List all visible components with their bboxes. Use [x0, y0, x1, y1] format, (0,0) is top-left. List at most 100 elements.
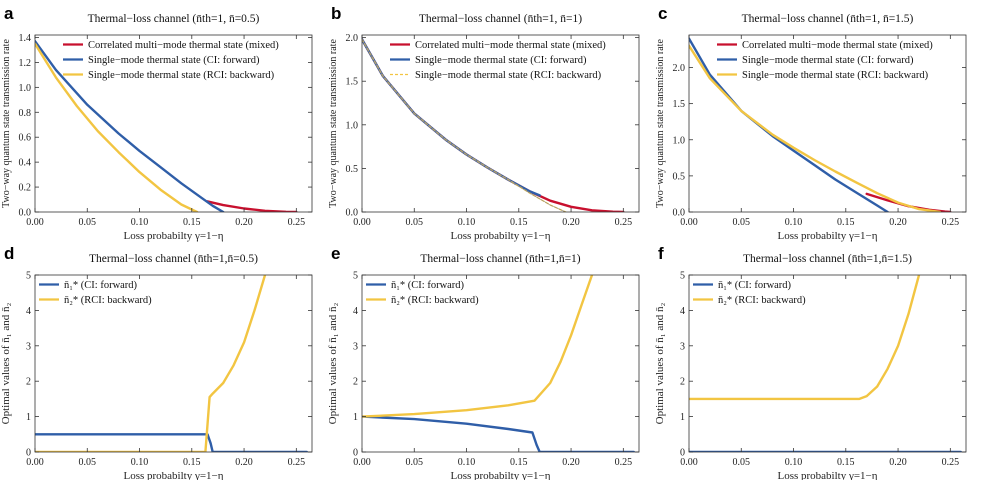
x-tick-label: 0.00: [26, 457, 44, 468]
legend-label: Single−mode thermal state (CI: forward): [415, 55, 587, 66]
x-tick-label: 0.15: [837, 217, 855, 228]
panel-c: c Thermal−loss channel (n̄th=1, n̄=1.5) 0.…: [654, 0, 981, 242]
panel-letter: c: [658, 4, 667, 23]
panel-letter: b: [331, 4, 341, 23]
y-tick-label: 0.2: [19, 183, 32, 194]
y-tick-label: 0.0: [673, 208, 686, 219]
panel-letter: e: [331, 244, 340, 263]
x-tick-label: 0.20: [889, 457, 907, 468]
legend-label: n̄₁* (CI: forward): [391, 280, 465, 291]
x-tick-label: 0.10: [131, 217, 149, 228]
y-tick-label: 2.0: [673, 63, 686, 74]
x-tick-label: 0.15: [183, 457, 201, 468]
legend: n̄₁* (CI: forward) n̄₂* (RCI: backward): [39, 280, 152, 306]
series-group: [689, 275, 962, 452]
legend-label: Single−mode thermal state (RCI: backward…: [88, 70, 275, 81]
y-tick-label: 3: [680, 341, 685, 352]
series-line-yellow: [35, 275, 267, 452]
chart-f: f Thermal−loss channel (n̄th=1,n̄=1.5) 0.0…: [654, 244, 967, 480]
panel-a: a Thermal−loss channel (n̄th=1, n̄=0.5) 0.…: [0, 0, 327, 242]
y-tick-label: 0.0: [19, 208, 32, 219]
legend-label: n̄₂* (RCI: backward): [64, 295, 152, 306]
legend: Correlated multi−mode thermal state (mix…: [63, 40, 279, 81]
x-tick-label: 0.20: [562, 217, 580, 228]
y-tick-label: 1: [353, 412, 358, 423]
chart-title: Thermal−loss channel (n̄th=1,n̄=1.5): [743, 253, 912, 265]
y-tick-label: 4: [26, 306, 31, 317]
plot-frame: [34, 34, 313, 213]
x-tick-label: 0.25: [615, 457, 633, 468]
panel-b: b Thermal−loss channel (n̄th=1, n̄=1) 0.00…: [327, 0, 654, 242]
y-tick-label: 5: [680, 271, 685, 282]
y-tick-label: 1.5: [673, 99, 686, 110]
x-tick-label: 0.20: [889, 217, 907, 228]
plot-frame: [688, 274, 967, 453]
series-line-red: [865, 192, 952, 212]
x-tick-label: 0.25: [942, 457, 960, 468]
x-tick-label: 0.00: [353, 457, 371, 468]
y-tick-label: 1.0: [346, 120, 359, 131]
y-axis-title: Two−way quantum state transmission rate: [1, 39, 12, 208]
x-axis-title: Loss probabilty γ=1−η: [777, 230, 877, 242]
x-tick-label: 0.10: [785, 457, 803, 468]
x-axis-title: Loss probabilty γ=1−η: [123, 230, 223, 242]
legend-label: Single−mode thermal state (RCI: backward…: [742, 70, 929, 81]
x-tick-label: 0.25: [288, 217, 306, 228]
panel-d: d Thermal−loss channel (n̄th=1,n̄=0.5) 0.0…: [0, 240, 327, 480]
x-tick-label: 0.00: [26, 217, 44, 228]
y-tick-label: 5: [26, 271, 31, 282]
series-line-yellow: [35, 42, 199, 212]
y-tick-label: 2: [680, 377, 685, 388]
chart-d: d Thermal−loss channel (n̄th=1,n̄=0.5) 0.0…: [0, 244, 313, 480]
y-axis-title: Optimal values of n̄₁ and n̄₂: [0, 303, 12, 425]
series-line-blue: [35, 40, 225, 212]
panel-letter: d: [4, 244, 14, 263]
y-tick-label: 0.5: [346, 164, 359, 175]
chart-title: Thermal−loss channel (n̄th=1, n̄=1.5): [742, 13, 914, 25]
legend-label: Single−mode thermal state (CI: forward): [88, 55, 260, 66]
y-axis-title: Two−way quantum state transmission rate: [655, 39, 666, 208]
y-tick-label: 1.0: [19, 83, 32, 94]
legend-label: Single−mode thermal state (RCI: backward…: [415, 70, 602, 81]
x-tick-label: 0.05: [79, 457, 97, 468]
y-tick-label: 1.2: [19, 58, 32, 69]
panel-letter: f: [658, 244, 664, 263]
x-tick-label: 0.00: [353, 217, 371, 228]
x-tick-label: 0.05: [406, 457, 424, 468]
x-axis-title: Loss probabilty γ=1−η: [123, 470, 223, 480]
y-tick-label: 0.4: [19, 158, 32, 169]
legend: Correlated multi−mode thermal state (mix…: [390, 40, 606, 81]
y-tick-label: 2: [353, 377, 358, 388]
legend-label: n̄₂* (RCI: backward): [391, 295, 479, 306]
y-tick-label: 0.6: [19, 133, 32, 144]
x-tick-label: 0.00: [680, 217, 698, 228]
y-tick-label: 4: [353, 306, 358, 317]
y-tick-label: 1.4: [19, 33, 32, 44]
x-tick-label: 0.15: [510, 217, 528, 228]
legend-label: Correlated multi−mode thermal state (mix…: [415, 40, 606, 51]
legend-label: n̄₁* (CI: forward): [718, 280, 792, 291]
x-tick-label: 0.05: [79, 217, 97, 228]
y-tick-label: 5: [353, 271, 358, 282]
y-tick-label: 1.0: [673, 135, 686, 146]
series-line-yellow: [689, 275, 921, 401]
y-axis-title: Optimal values of n̄₁ and n̄₂: [327, 303, 339, 425]
series-line-yellow: [689, 44, 942, 212]
chart-title: Thermal−loss channel (n̄th=1, n̄=0.5): [88, 13, 260, 25]
series-line-blue: [689, 37, 889, 212]
legend: n̄₁* (CI: forward) n̄₂* (RCI: backward): [693, 280, 806, 306]
x-tick-label: 0.20: [235, 217, 253, 228]
chart-a: a Thermal−loss channel (n̄th=1, n̄=0.5) 0.…: [1, 4, 313, 242]
legend-label: Correlated multi−mode thermal state (mix…: [88, 40, 279, 51]
chart-title: Thermal−loss channel (n̄th=1, n̄=1): [419, 13, 582, 25]
y-tick-label: 3: [353, 341, 358, 352]
plot-frame: [361, 34, 640, 213]
legend-label: n̄₂* (RCI: backward): [718, 295, 806, 306]
y-tick-label: 4: [680, 306, 685, 317]
y-tick-label: 0.5: [673, 171, 686, 182]
y-tick-label: 0.0: [346, 208, 359, 219]
series-group: [35, 40, 298, 212]
series-line-outline: [362, 39, 566, 212]
y-tick-label: 2: [26, 377, 31, 388]
plot-frame: [34, 274, 313, 453]
